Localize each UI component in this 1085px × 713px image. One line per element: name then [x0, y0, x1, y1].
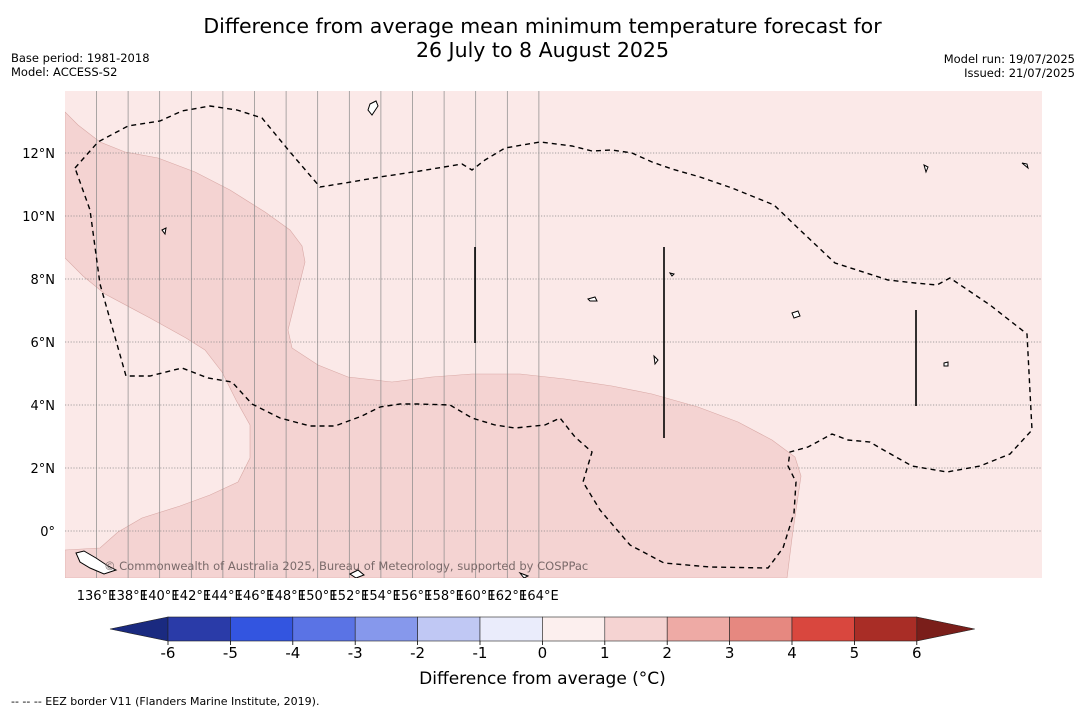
- colorbar-segment: [292, 616, 356, 642]
- colorbar: [109, 616, 975, 645]
- colorbar-segment: [354, 616, 418, 642]
- colorbar-over-arrow: [916, 616, 975, 642]
- island-guam: [367, 100, 379, 116]
- map-title: Difference from average mean minimum tem…: [0, 14, 1085, 62]
- map-area: © Commonwealth of Australia 2025, Bureau…: [65, 91, 1042, 578]
- island-bismarck: [349, 569, 365, 578]
- colorbar-tick-label: -1: [473, 644, 488, 662]
- colorbar-segment: [729, 616, 793, 642]
- anomaly-band-1-2: [65, 111, 802, 578]
- longitude-label: 156°E: [393, 589, 433, 604]
- colorbar-under-arrow: [109, 616, 169, 642]
- eez-straight-segments: [474, 247, 917, 438]
- latitude-label: 2°N: [31, 462, 56, 477]
- island-ulithi: [668, 272, 675, 277]
- longitude-label: 160°E: [456, 589, 496, 604]
- island-marshall: [1021, 162, 1029, 170]
- longitude-label: 138°E: [108, 589, 148, 604]
- colorbar-tick-label: -3: [348, 644, 363, 662]
- island-chuuk: [587, 296, 598, 302]
- latitude-label: 4°N: [31, 399, 56, 414]
- longitude-label: 140°E: [140, 589, 180, 604]
- latitude-label: 6°N: [31, 336, 56, 351]
- longitude-label: 154°E: [361, 589, 401, 604]
- latitude-label: 12°N: [22, 147, 55, 162]
- colorbar-tick-label: 1: [600, 644, 610, 662]
- latitude-labels: 12°N 10°N 8°N 6°N 4°N 2°N 0°: [22, 147, 55, 540]
- longitude-labels: 136°E138°E140°E142°E144°E146°E148°E150°E…: [77, 589, 559, 604]
- eez-borders: [74, 105, 1033, 569]
- longitude-label: 162°E: [488, 589, 528, 604]
- issued-date: Issued: 21/07/2025: [964, 66, 1075, 80]
- longitude-label: 144°E: [203, 589, 243, 604]
- island-bougainville: [518, 571, 530, 578]
- colorbar-tick-label: 6: [912, 644, 922, 662]
- latitude-label: 0°: [40, 525, 55, 540]
- copyright-text: © Commonwealth of Australia 2025, Bureau…: [104, 559, 588, 573]
- longitude-label: 158°E: [424, 589, 464, 604]
- latitude-label: 10°N: [22, 210, 55, 225]
- longitude-label: 150°E: [298, 589, 338, 604]
- island-png: [75, 550, 118, 575]
- eez-border-west: [74, 105, 1033, 569]
- colorbar-tick-label: 5: [850, 644, 860, 662]
- colorbar-tick-label: 2: [662, 644, 672, 662]
- colorbar-tick-label: -6: [161, 644, 176, 662]
- colorbar-segment: [542, 616, 606, 642]
- title-line-1: Difference from average mean minimum tem…: [203, 14, 882, 38]
- longitude-label: 146°E: [235, 589, 275, 604]
- eez-legend-note: -- -- -- EEZ border V11 (Flanders Marine…: [11, 695, 320, 708]
- latitude-label: 8°N: [31, 273, 56, 288]
- colorbar-title: Difference from average (°C): [419, 669, 666, 689]
- colorbar-tick-label: 3: [725, 644, 735, 662]
- colorbar-tick-label: -4: [285, 644, 300, 662]
- islands: [75, 100, 1029, 578]
- colorbar-tick-label: -2: [410, 644, 425, 662]
- longitude-label: 148°E: [266, 589, 306, 604]
- colorbar-tick-labels: -6 -5 -4 -3 -2 -1 0 1 2 3 4 5 6: [161, 644, 922, 662]
- title-line-2: 26 July to 8 August 2025: [415, 38, 670, 62]
- model-name: Model: ACCESS-S2: [11, 65, 118, 79]
- longitude-label: 142°E: [172, 589, 212, 604]
- colorbar-segment: [854, 616, 918, 642]
- island-kosrae: [943, 361, 949, 367]
- meta-right: Model run: 19/07/2025 Issued: 21/07/2025: [944, 52, 1075, 80]
- island-nukuoro: [653, 354, 659, 366]
- longitude-label: 136°E: [77, 589, 117, 604]
- island-wake: [923, 164, 929, 174]
- meta-left: Base period: 1981-2018 Model: ACCESS-S2: [11, 51, 150, 79]
- colorbar-tick-label: 0: [538, 644, 548, 662]
- colorbar-segment: [666, 616, 730, 642]
- colorbar-segment: [604, 616, 668, 642]
- colorbar-segment: [230, 616, 294, 642]
- colorbar-segment: [479, 616, 543, 642]
- colorbar-segment: [167, 616, 231, 642]
- colorbar-segment: [791, 616, 855, 642]
- base-period: Base period: 1981-2018: [11, 51, 150, 65]
- colorbar-tick-label: 4: [787, 644, 797, 662]
- model-run: Model run: 19/07/2025: [943, 52, 1075, 66]
- longitude-label: 164°E: [519, 589, 559, 604]
- colorbar-segment: [417, 616, 481, 642]
- island-yap: [161, 227, 167, 236]
- colorbar-tick-label: -5: [223, 644, 238, 662]
- island-pohnpei: [791, 310, 801, 319]
- longitude-label: 152°E: [330, 589, 370, 604]
